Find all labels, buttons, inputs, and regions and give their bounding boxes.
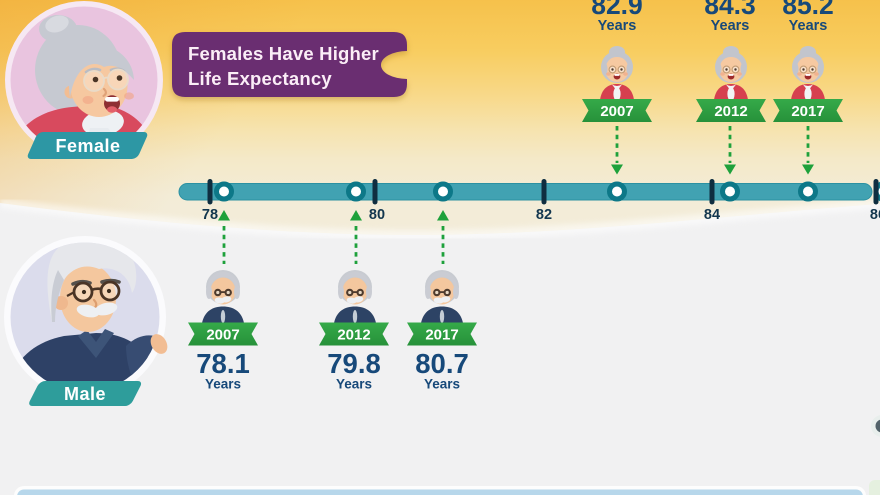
svg-text:Females Have Higher: Females Have Higher xyxy=(188,43,379,64)
svg-text:Years: Years xyxy=(598,18,637,34)
svg-text:Years: Years xyxy=(789,18,828,34)
svg-text:85.2: 85.2 xyxy=(782,0,834,20)
svg-text:Years: Years xyxy=(336,377,372,392)
svg-text:79.8: 79.8 xyxy=(327,348,381,379)
svg-text:80.7: 80.7 xyxy=(415,348,469,379)
svg-text:78.1: 78.1 xyxy=(196,348,250,379)
svg-text:80: 80 xyxy=(369,207,385,223)
svg-text:78: 78 xyxy=(202,207,218,223)
svg-text:2017: 2017 xyxy=(425,327,458,344)
svg-text:82: 82 xyxy=(536,207,552,223)
svg-text:84.3: 84.3 xyxy=(704,0,756,20)
svg-text:2017: 2017 xyxy=(791,103,824,120)
svg-text:Years: Years xyxy=(424,377,460,392)
svg-text:84: 84 xyxy=(704,207,720,223)
svg-text:2012: 2012 xyxy=(337,327,370,344)
svg-text:82.9: 82.9 xyxy=(591,0,643,20)
svg-text:Female: Female xyxy=(55,136,120,156)
svg-text:Years: Years xyxy=(711,18,750,34)
svg-text:2012: 2012 xyxy=(714,103,747,120)
svg-text:Male: Male xyxy=(64,384,106,404)
svg-text:86: 86 xyxy=(870,207,880,223)
svg-text:Life Expectancy: Life Expectancy xyxy=(188,68,332,89)
svg-text:2007: 2007 xyxy=(600,103,633,120)
svg-text:Years: Years xyxy=(205,377,241,392)
svg-text:2007: 2007 xyxy=(206,327,239,344)
